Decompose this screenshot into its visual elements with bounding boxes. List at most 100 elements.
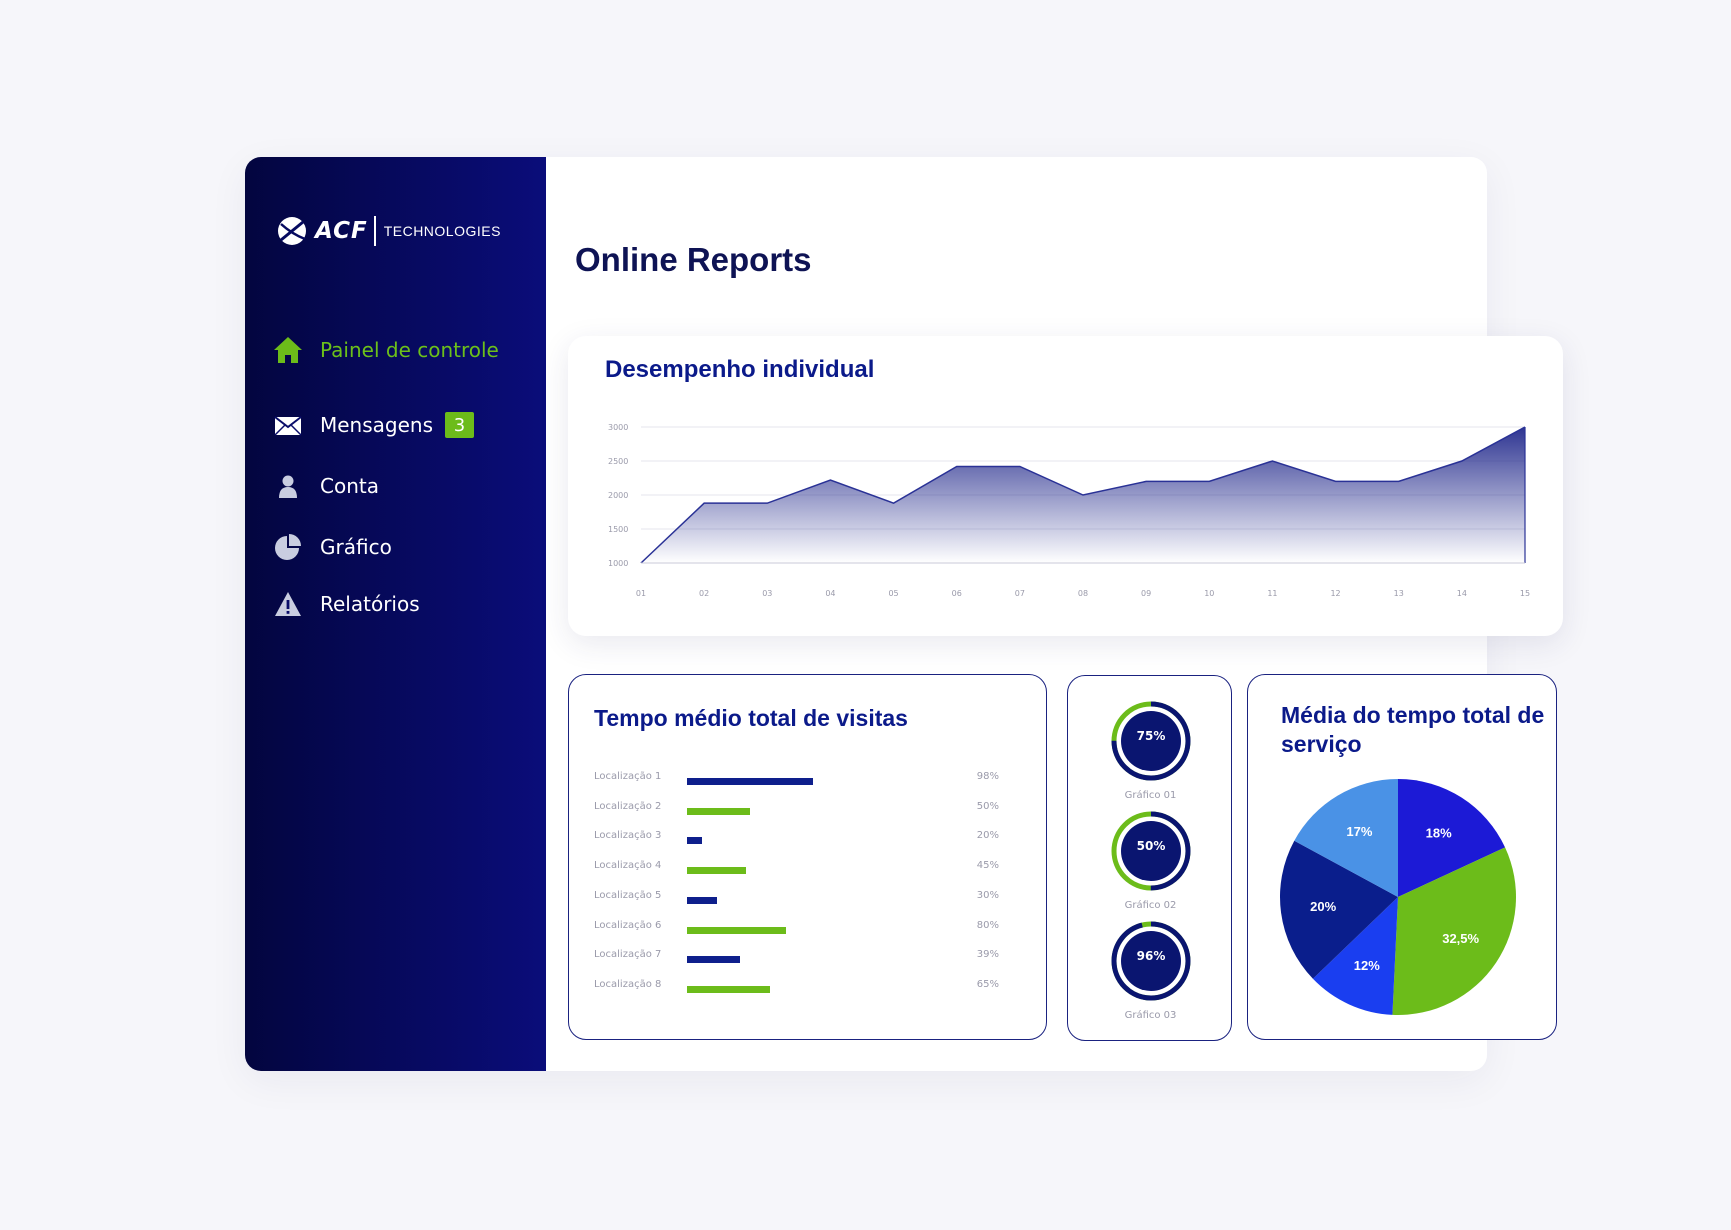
donut-fill	[1111, 701, 1191, 781]
pie-slice	[1312, 897, 1398, 1015]
pie-slice	[1280, 840, 1398, 979]
x-tick-label: 04	[825, 589, 835, 598]
bar-label: Localização 4	[594, 860, 662, 872]
sidebar-item-mensagens[interactable]: Mensagens 3	[273, 407, 475, 443]
sidebar-item-label: Relatórios	[320, 592, 420, 616]
pie-chart-icon	[273, 532, 303, 562]
bar-fill	[687, 778, 813, 785]
bar-label: Localização 6	[594, 919, 662, 931]
page-title: Online Reports	[575, 241, 812, 278]
warning-icon	[273, 589, 303, 619]
x-tick-label: 11	[1267, 589, 1277, 598]
x-tick-label: 06	[952, 589, 962, 598]
y-tick-label: 2500	[608, 457, 628, 466]
bar-value: 65%	[976, 978, 999, 990]
donut-fill	[1111, 811, 1191, 891]
bar-fill	[687, 867, 746, 875]
bar-value: 98%	[976, 771, 999, 782]
bar-row: Localização 3 20%	[594, 830, 1024, 850]
envelope-icon	[273, 410, 303, 440]
bar-fill	[687, 807, 750, 815]
unread-badge: 3	[445, 412, 475, 438]
performance-area-chart: 3000 2500 2000 1500 1000 01 02 03 04 05 06 07 08 09 10…	[608, 423, 1530, 598]
sidebar-item-label: Painel de controle	[320, 338, 499, 362]
bar-value: 80%	[976, 919, 999, 931]
pie-slice-label: 18%	[1426, 825, 1452, 840]
x-tick-label: 02	[699, 589, 709, 598]
bar-track	[687, 926, 987, 935]
donut-percent: 50%	[1136, 839, 1166, 853]
bar-row: Localização 8 65%	[594, 979, 1024, 999]
y-tick-label: 1000	[608, 559, 628, 568]
sidebar-item-label: Mensagens	[320, 413, 434, 437]
x-tick-label: 10	[1204, 589, 1214, 598]
visits-title: Tempo médio total de visitas	[594, 705, 908, 731]
pie-slice-label: 17%	[1346, 824, 1372, 839]
logo-mark-icon	[278, 217, 306, 245]
bar-label: Localização 1	[594, 771, 662, 782]
donut-center	[1121, 821, 1181, 881]
donut-caption: Gráfico 01	[1124, 790, 1177, 801]
service-title: Média do tempo total de serviço	[1281, 702, 1545, 757]
donut-caption: Gráfico 02	[1124, 900, 1177, 911]
sidebar-item-label: Conta	[320, 474, 379, 498]
bar-fill	[687, 837, 702, 845]
x-tick-label: 07	[1015, 589, 1025, 598]
donut-chart: 96%	[1106, 916, 1196, 1006]
sidebar-item-painel-de-controle[interactable]: Painel de controle	[273, 332, 499, 368]
logo-word: ACF	[315, 218, 368, 244]
donut-chart: 75%	[1106, 696, 1196, 786]
donut-graphic	[1111, 921, 1191, 1001]
logo-divider	[373, 216, 376, 246]
donuts-card: 75% Gráfico 01 50% Gráfico 02 96% Gráfico 03	[1067, 675, 1232, 1041]
sidebar-item-relatorios[interactable]: Relatórios	[273, 586, 420, 622]
donut-percent: 96%	[1136, 949, 1166, 963]
bar-label: Localização 2	[594, 800, 662, 812]
x-tick-label: 14	[1457, 589, 1467, 598]
sidebar: ACF TECHNOLOGIES Painel de controle	[245, 157, 546, 1071]
performance-card: Desempenho individual 3000 2500 2000 1500 10…	[568, 336, 1563, 636]
y-tick-label: 2000	[608, 491, 628, 500]
donut-center	[1121, 931, 1181, 991]
pie-slice-label: 32,5%	[1442, 931, 1479, 946]
x-tick-label: 08	[1078, 589, 1088, 598]
x-tick-label: 09	[1141, 589, 1151, 598]
y-tick-label: 1500	[608, 525, 628, 534]
bar-track	[687, 956, 987, 964]
bar-row: Localização 4 45%	[594, 860, 1024, 880]
logo[interactable]: ACF TECHNOLOGIES	[275, 215, 501, 247]
pie-slice	[1398, 779, 1506, 897]
bar-value: 20%	[976, 830, 999, 842]
donut-graphic	[1111, 811, 1191, 891]
bar-track	[687, 807, 987, 816]
bar-label: Localização 7	[594, 949, 662, 961]
pie-slice	[1294, 779, 1398, 897]
bar-row: Localização 5 30%	[594, 890, 1024, 910]
bar-fill	[687, 926, 786, 934]
x-tick-label: 12	[1330, 589, 1340, 598]
sidebar-item-grafico[interactable]: Gráfico	[273, 529, 392, 565]
pie-slice-label: 12%	[1354, 958, 1380, 973]
bar-value: 45%	[976, 860, 999, 872]
x-tick-label: 01	[636, 589, 646, 598]
bar-value: 39%	[976, 949, 999, 961]
service-card: Média do tempo total de serviço 18% 32,5%…	[1247, 674, 1557, 1040]
bar-fill	[687, 896, 717, 904]
sidebar-item-conta[interactable]: Conta	[273, 468, 379, 504]
area-line	[640, 426, 1526, 564]
donut-graphic	[1111, 701, 1191, 781]
pie-slice-label: 20%	[1310, 899, 1336, 914]
bar-track	[687, 985, 987, 994]
donut-center	[1121, 711, 1181, 771]
x-tick-label: 13	[1394, 589, 1404, 598]
donut-fill	[1111, 921, 1191, 1001]
donut-caption: Gráfico 03	[1124, 1010, 1177, 1021]
pie-slice	[1392, 847, 1516, 1015]
bar-row: Localização 1 98%	[594, 771, 1024, 791]
bar-row: Localização 7 39%	[594, 949, 1024, 969]
home-icon	[273, 335, 303, 365]
bar-label: Localização 8	[594, 978, 662, 990]
donut-chart: 50%	[1106, 806, 1196, 896]
bar-track	[687, 778, 987, 786]
bar-track	[687, 837, 987, 845]
